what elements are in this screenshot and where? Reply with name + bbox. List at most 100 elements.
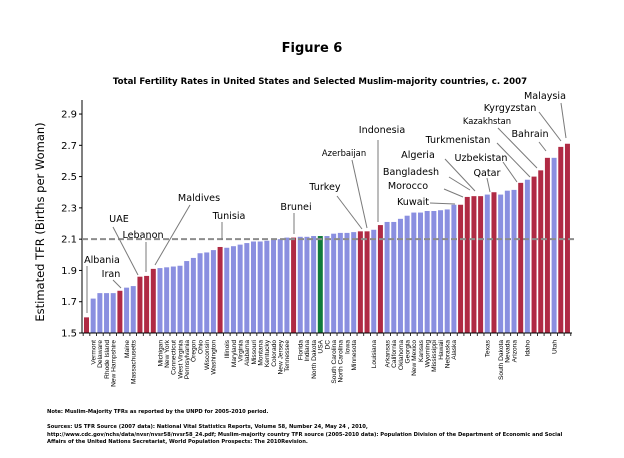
annotation-uae: UAE [109, 214, 129, 225]
leader-line-kyrgyzstan [538, 111, 562, 142]
x-tick-label: Texas [485, 339, 492, 357]
bar-tunisia [217, 246, 223, 333]
bar-nevada [504, 190, 510, 333]
x-tick-label: Idaho [525, 340, 532, 357]
bar-ohio [197, 253, 203, 333]
leader-line-iran [112, 279, 122, 289]
annotation-bahrain: Bahrain [511, 129, 548, 140]
annotation-albania: Albania [84, 255, 120, 266]
x-tick-label: Kansas [418, 339, 425, 362]
bar-maryland [230, 246, 236, 333]
chart-title: Total Fertility Rates in United States a… [113, 77, 527, 87]
y-tick-label: 2.9 [61, 110, 77, 121]
bar-louisiana [371, 229, 377, 333]
bar-wyoming [424, 211, 430, 333]
annotation-qatar: Qatar [473, 168, 500, 179]
x-tick-label: Wisconsin [204, 340, 211, 370]
leader-line-qatar [486, 177, 491, 193]
annotation-tunisia: Tunisia [212, 211, 246, 222]
x-tick-label: South Dakota [498, 340, 505, 380]
x-tick-label: Connecticut [171, 340, 178, 375]
leader-line-maldives [154, 204, 191, 266]
bar-georgia [404, 215, 410, 333]
y-tick-label: 2.1 [61, 235, 77, 246]
bar-uzbekistan [518, 182, 524, 333]
x-tick-label: Alaska [451, 340, 458, 360]
y-tick-label: 1.7 [61, 297, 77, 308]
x-tick-label: Georgia [404, 340, 411, 364]
bar-maine [124, 287, 130, 333]
bar-alabama [244, 243, 250, 333]
bar-new-hampshire [110, 293, 116, 333]
annotation-lebanon: Lebanon [122, 230, 163, 241]
leader-line-algeria [444, 158, 476, 192]
bar-bahrain [544, 157, 550, 333]
annotation-turkey: Turkey [308, 182, 341, 193]
bar-kentucky [264, 240, 270, 333]
bar-albania [84, 317, 89, 333]
annotation-bangladesh: Bangladesh [383, 167, 439, 178]
note-text: Note: Muslim-Majority TFRs as reported b… [47, 409, 269, 415]
bar-qatar [491, 192, 497, 333]
bar-illinois [224, 247, 230, 333]
x-axis [82, 332, 572, 336]
bar-pennsylvania [184, 261, 190, 333]
bar-maldives [150, 268, 156, 333]
bar-new-jersey [277, 239, 283, 333]
bar-nebraska [444, 209, 450, 333]
annotation-iran: Iran [102, 269, 121, 280]
bar-malaysia [564, 143, 570, 333]
annotation-kuwait: Kuwait [397, 197, 429, 208]
x-tick-label: North Carolina [338, 340, 345, 383]
bar-kansas [418, 212, 423, 333]
x-tick-label: Indiana [304, 340, 311, 362]
x-tick-label: Mississippi [431, 339, 438, 371]
x-tick-label: Rhode Island [104, 340, 111, 379]
leader-line-turkmenistan [496, 142, 531, 178]
bar-arkansas [384, 221, 390, 333]
bar-minnesota [351, 232, 357, 333]
leader-line-turkey [336, 195, 363, 230]
bar-connecticut [170, 266, 176, 333]
x-tick-label: Colorado [271, 340, 278, 367]
x-tick-label: New Hampshire [111, 340, 118, 387]
bar-alaska [451, 204, 457, 333]
x-tick-label: Virginia [237, 340, 244, 362]
x-tick-labels: Vermont Delaware Rhode Island New Hampshire… [90, 339, 558, 387]
annotation-uzbekistan: Uzbekistan [455, 153, 508, 164]
bar-delaware [97, 293, 103, 333]
country-annotations: Albania Iran UAE Lebanon Maldives Tunisia Brun… [84, 91, 567, 313]
y-tick-label: 1.9 [61, 266, 77, 277]
x-tick-label: Arkansas [384, 339, 391, 367]
bar-indiana [304, 236, 310, 333]
x-tick-label: Wyoming [424, 340, 431, 368]
bar-south-carolina [331, 233, 337, 333]
bar-morocco [464, 196, 470, 333]
bar-arizona [511, 189, 517, 333]
bar-wisconsin [204, 252, 210, 333]
leader-line-azerbaijan [351, 159, 368, 229]
bar-west-virginia [177, 265, 183, 333]
y-tick-label: 1.5 [61, 329, 77, 340]
bar-turkey [357, 231, 363, 333]
y-axis-label: Estimated TFR (Births per Woman) [33, 122, 47, 321]
x-tick-label: Maryland [231, 340, 238, 367]
x-tick-label: New York [164, 339, 171, 368]
sources-line-2: http://www.cdc.gov/nchs/data/nvsr/nvsr58… [47, 431, 563, 438]
sources-line-1: Sources: US TFR Source (2007 data): Nati… [47, 424, 368, 430]
x-tick-label: West Virginia [177, 340, 184, 379]
x-tick-label: USA [318, 339, 325, 353]
bar-north-dakota [311, 236, 317, 333]
bar-north-carolina [337, 232, 343, 333]
bar-south-dakota [498, 194, 504, 333]
bar-utah [551, 157, 557, 333]
x-tick-label: Tennessee [284, 340, 291, 372]
annotation-azerbaijan: Azerbaijan [322, 148, 366, 158]
annotation-indonesia: Indonesia [359, 125, 405, 136]
x-tick-label: Kentucky [264, 339, 271, 367]
x-tick-label: Hawaii [438, 339, 445, 359]
x-tick-label: South Carolina [331, 340, 338, 384]
x-tick-label: Utah [551, 340, 558, 354]
x-tick-label: New Mexico [411, 340, 418, 376]
bar-hawaii [438, 210, 444, 333]
